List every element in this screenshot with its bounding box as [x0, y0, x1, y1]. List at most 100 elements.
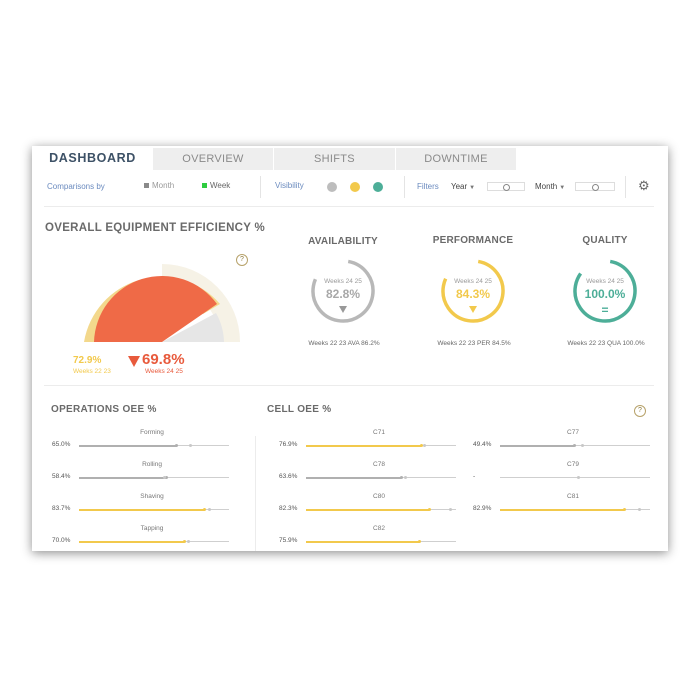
divider [625, 176, 626, 198]
operation-row-label: Shaving [140, 493, 164, 500]
operations-title: OPERATIONS OEE % [51, 404, 157, 415]
availability-sub: Weeks 24 25 [324, 278, 362, 285]
cell-row-value: 63.6% [279, 473, 298, 480]
tab-bar: DASHBOARD OVERVIEW SHIFTS DOWNTIME [32, 146, 668, 170]
oee-current-value: 69.8% [142, 351, 185, 368]
quality-footer: Weeks 22 23 QUA 100.0% [567, 340, 645, 347]
operation-row-bar [79, 508, 205, 511]
availability-footer: Weeks 22 23 AVA 86.2% [308, 340, 380, 347]
cell-row-bar [500, 444, 575, 447]
cell-row-bar [306, 444, 422, 447]
controls-bar: Comparisons by Month Week Visibility Fil… [32, 170, 668, 206]
cell-row-value: - [473, 473, 476, 480]
cell-row-previous-marker [403, 476, 407, 479]
cell-row-value: 49.4% [473, 441, 492, 448]
cell-row-current-marker [399, 476, 403, 479]
operation-row-current-marker [175, 444, 178, 447]
comparisons-label: Comparisons by [47, 182, 105, 191]
operation-row-value: 58.4% [52, 473, 71, 480]
performance-value: 84.3% [455, 287, 491, 301]
availability-value: 82.8% [325, 287, 361, 301]
oee-current-label: Weeks 24 25 [145, 368, 183, 375]
cell-row-label: C78 [373, 461, 385, 468]
week-checkbox[interactable] [202, 183, 207, 188]
operation-row-current-marker [165, 476, 169, 479]
cell-row-bar [306, 476, 402, 479]
cell-row-current-marker [622, 508, 626, 511]
cell-row-current-marker [418, 540, 422, 543]
trend-down-icon [469, 306, 477, 313]
operation-row-label: Forming [140, 429, 164, 436]
trend-down-icon [339, 306, 347, 313]
visibility-label: Visibility [275, 181, 304, 190]
operation-row-bar [79, 540, 184, 543]
operation-row-label: Tapping [140, 525, 164, 532]
tab-shifts[interactable]: SHIFTS [273, 148, 395, 170]
visibility-toggle-yellow[interactable] [350, 182, 360, 192]
divider [260, 176, 261, 198]
cell-row-current-marker [572, 444, 576, 447]
cell-row-label: C82 [373, 525, 385, 532]
performance-footer: Weeks 22 23 PER 84.5% [437, 340, 511, 347]
performance-title: PERFORMANCE [432, 235, 514, 246]
year-slider[interactable] [487, 182, 525, 191]
operation-row-bar [79, 444, 177, 447]
slider-handle[interactable] [503, 184, 510, 191]
divider [44, 206, 654, 207]
quality-sub: Weeks 24 25 [586, 278, 624, 285]
cell-row-previous-marker [576, 476, 580, 479]
year-select[interactable]: Year ▼ [451, 182, 475, 191]
month-slider[interactable] [575, 182, 615, 191]
month-select-value: Month [535, 182, 558, 191]
availability-ring [311, 259, 375, 323]
operation-row-previous-marker [187, 540, 190, 543]
week-option[interactable]: Week [210, 181, 231, 190]
divider [44, 385, 654, 386]
tab-dashboard[interactable]: DASHBOARD [32, 146, 152, 170]
cell-row-previous-marker [423, 444, 426, 447]
cell-row-bar [306, 540, 420, 543]
cell-row-bar [500, 508, 625, 511]
operation-row-value: 70.0% [52, 537, 71, 544]
cell-row-value: 76.9% [279, 441, 298, 448]
tab-downtime[interactable]: DOWNTIME [395, 148, 516, 170]
quality-ring [573, 259, 637, 323]
cell-row-label: C77 [567, 429, 579, 436]
cell-row-previous-marker [581, 444, 584, 447]
tab-overview[interactable]: OVERVIEW [152, 148, 273, 170]
slider-handle[interactable] [592, 184, 599, 191]
quality-title: QUALITY [582, 235, 628, 246]
filters-label: Filters [417, 182, 439, 191]
year-select-value: Year [451, 182, 468, 191]
performance-ring [441, 259, 505, 323]
visibility-toggle-gray[interactable] [327, 182, 337, 192]
trend-equal-icon: = [601, 303, 609, 317]
cell-row-value: 75.9% [279, 537, 298, 544]
chevron-down-icon: ▼ [559, 185, 566, 191]
month-option[interactable]: Month [152, 181, 175, 190]
cell-row-value: 82.9% [473, 505, 492, 512]
month-select[interactable]: Month ▼ [535, 182, 565, 191]
operation-row-current-marker [203, 508, 207, 511]
operation-row-label: Rolling [142, 461, 162, 468]
visibility-toggle-teal[interactable] [373, 182, 383, 192]
question-icon[interactable]: ? [634, 405, 646, 417]
operation-row-value: 83.7% [52, 505, 71, 512]
cell-row-bar [306, 508, 430, 511]
cell-row-label: C79 [567, 461, 579, 468]
gauge-remaining [162, 313, 224, 342]
cell-row-label: C71 [373, 429, 385, 436]
question-icon[interactable]: ? [236, 254, 248, 266]
divider [255, 436, 256, 551]
operation-row-current-marker [182, 540, 186, 543]
operation-row-value: 65.0% [52, 441, 71, 448]
cell-row-previous-marker [638, 508, 641, 511]
availability-arc [311, 259, 375, 323]
operation-row-previous-marker [208, 508, 211, 511]
performance-arc [441, 259, 505, 323]
performance-sub: Weeks 24 25 [454, 278, 492, 285]
cell-row-label: C80 [373, 493, 385, 500]
oee-previous-value: 72.9% [73, 355, 102, 366]
gear-icon[interactable]: ⚙ [638, 178, 650, 193]
month-checkbox[interactable] [144, 183, 149, 188]
